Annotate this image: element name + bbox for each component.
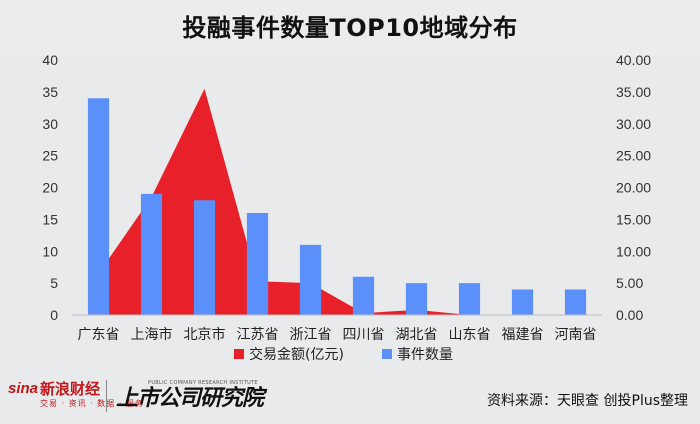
left-tick-label: 20 xyxy=(42,180,58,196)
chart-title: 投融事件数量TOP10地域分布 xyxy=(182,14,518,42)
x-tick-label: 山东省 xyxy=(449,327,491,343)
x-tick-label: 北京市 xyxy=(184,326,226,343)
left-tick-label: 0 xyxy=(50,307,58,323)
bar-event-count-7 xyxy=(405,283,428,315)
bar-event-count-5 xyxy=(299,244,322,315)
sina-logo-name: 新浪财经 xyxy=(40,380,101,398)
chart: 0 5 10 15 20 25 30 35 40 0.00 5.00 10.00 15.00 20.00 2… xyxy=(42,52,651,363)
title-bar xyxy=(0,0,700,56)
left-tick-label: 30 xyxy=(42,116,58,132)
x-tick-label: 浙江省 xyxy=(290,327,332,343)
legend-swatch-amount xyxy=(234,349,244,359)
x-tick-label: 福建省 xyxy=(502,327,544,343)
institute-logo-english: PUBLIC COMPANY RESEARCH INSTITUTE xyxy=(148,380,258,386)
right-tick-label: 30.00 xyxy=(616,116,651,132)
left-tick-label: 5 xyxy=(50,275,58,291)
bar-event-count-9 xyxy=(511,289,534,315)
x-tick-label: 河南省 xyxy=(555,327,597,343)
right-tick-label: 10.00 xyxy=(616,243,651,259)
sina-logo-word: sina xyxy=(8,380,39,397)
institute-logo: 上市公司研究院 xyxy=(116,385,264,411)
logo-divider xyxy=(106,380,107,412)
legend-label-amount: 交易金额(亿元) xyxy=(249,346,344,363)
bar-event-count-8 xyxy=(458,283,481,315)
area-series-amount xyxy=(98,88,576,315)
right-tick-label: 40.00 xyxy=(616,52,651,68)
x-tick-label: 江苏省 xyxy=(237,327,279,343)
x-tick-label: 四川省 xyxy=(343,327,385,343)
right-tick-label: 15.00 xyxy=(616,211,651,227)
legend-swatch-count xyxy=(382,349,392,359)
bar-event-count-6 xyxy=(352,276,375,315)
left-tick-label: 15 xyxy=(42,211,58,227)
x-tick-label: 上海市 xyxy=(131,326,173,343)
right-tick-label: 35.00 xyxy=(616,84,651,100)
right-tick-label: 20.00 xyxy=(616,180,651,196)
sina-logo-tagline: 交易 · 资讯 · 数据 · 服务 xyxy=(40,399,144,408)
left-tick-label: 25 xyxy=(42,148,58,164)
left-tick-label: 10 xyxy=(42,243,58,259)
bar-event-count-2 xyxy=(140,193,163,315)
left-tick-label: 40 xyxy=(42,52,58,68)
left-tick-label: 35 xyxy=(42,84,58,100)
x-tick-label: 广东省 xyxy=(78,327,120,343)
bar-event-count-10 xyxy=(564,289,587,315)
right-tick-label: 5.00 xyxy=(616,275,643,291)
right-tick-label: 25.00 xyxy=(616,148,651,164)
bar-event-count-4 xyxy=(246,213,269,315)
bar-event-count-3 xyxy=(193,200,216,315)
right-tick-label: 0.00 xyxy=(616,307,643,323)
legend-label-count: 事件数量 xyxy=(397,347,453,363)
x-tick-label: 湖北省 xyxy=(396,327,438,343)
source-note: 资料来源：天眼查 创投Plus整理 xyxy=(487,393,688,409)
bar-event-count-1 xyxy=(87,98,110,315)
footer xyxy=(0,372,700,424)
